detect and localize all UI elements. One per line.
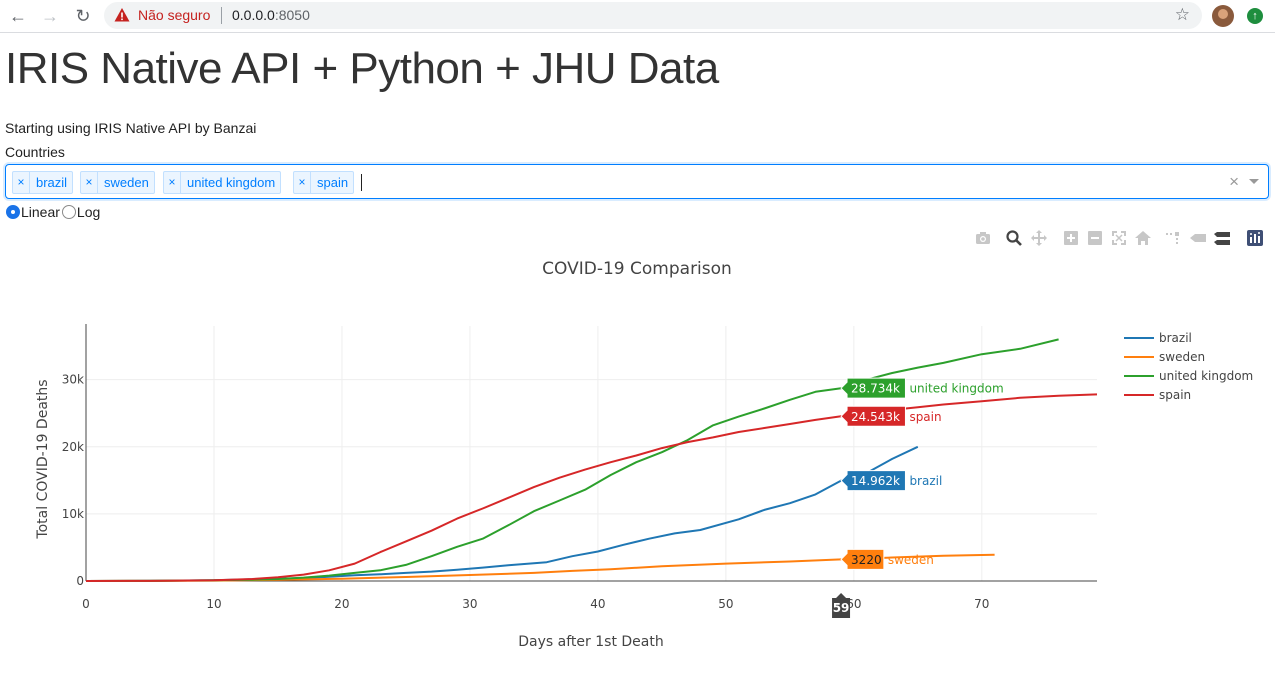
remove-chip-icon[interactable]: × — [294, 172, 311, 193]
series-line-united-kingdom[interactable] — [85, 338, 1059, 582]
hover-compare-icon[interactable] — [1213, 229, 1231, 247]
hover-x-label: 59 — [832, 593, 851, 618]
address-bar[interactable]: Não seguro 0.0.0.0:8050 ☆ — [104, 2, 1202, 29]
plotly-logo-icon[interactable] — [1246, 229, 1264, 247]
bookmark-star-icon[interactable]: ☆ — [1174, 5, 1190, 24]
hover-box — [840, 548, 885, 570]
radio-linear[interactable] — [6, 205, 20, 219]
autoscale-icon[interactable] — [1110, 229, 1128, 247]
zoom-out-icon[interactable] — [1086, 229, 1104, 247]
hover-labels: 14.962k brazil 3220 sweden 28.734k united kin… — [832, 377, 1004, 618]
spike-lines-icon[interactable] — [1164, 229, 1182, 247]
legend-label: sweden — [1159, 350, 1205, 364]
country-chip-sweden[interactable]: × sweden — [80, 171, 155, 194]
legend-item-sweden[interactable]: sweden — [1124, 350, 1205, 364]
page-title: IRIS Native API + Python + JHU Data — [5, 44, 719, 93]
chip-label: sweden — [104, 175, 149, 190]
hover-box — [840, 470, 906, 492]
radio-log-label[interactable]: Log — [76, 204, 101, 220]
hover-box — [840, 377, 906, 399]
series-lines[interactable] — [85, 338, 1098, 582]
y-tick-label: 20k — [62, 440, 84, 454]
url-host: 0.0.0.0 — [232, 7, 275, 23]
remove-chip-icon[interactable]: × — [13, 172, 30, 193]
pan-icon[interactable] — [1030, 229, 1048, 247]
country-chip-spain[interactable]: × spain — [293, 171, 355, 194]
radio-linear-label[interactable]: Linear — [21, 204, 60, 220]
x-tick-label: 0 — [82, 597, 90, 611]
legend-label: spain — [1159, 388, 1191, 402]
legend-item-united-kingdom[interactable]: united kingdom — [1124, 369, 1253, 383]
hover-series-name: spain — [909, 410, 941, 424]
hover-label-spain: 24.543k spain — [840, 405, 942, 427]
reload-icon[interactable]: ↻ — [75, 6, 91, 26]
browser-toolbar: ← → ↻ Não seguro 0.0.0.0:8050 ☆ ↑ — [0, 0, 1275, 33]
page-subtitle: Starting using IRIS Native API by Banzai — [5, 120, 257, 136]
zoom-in-icon[interactable] — [1062, 229, 1080, 247]
legend-label: brazil — [1159, 331, 1192, 345]
chart-grid — [86, 326, 1097, 581]
x-tick-label: 40 — [590, 597, 605, 611]
hover-value: 28.734k — [851, 382, 900, 396]
chip-label: brazil — [36, 175, 68, 190]
x-tick-label: 30 — [462, 597, 477, 611]
remove-chip-icon[interactable]: × — [164, 172, 181, 193]
chart-legend[interactable]: brazil sweden united kingdom spain — [1124, 331, 1253, 402]
camera-icon[interactable] — [974, 229, 992, 247]
security-status[interactable]: Não seguro — [138, 7, 211, 23]
chart-title: COVID-19 Comparison — [542, 259, 732, 279]
forward-arrow-icon[interactable]: → — [41, 6, 59, 26]
country-chip-brazil[interactable]: × brazil — [12, 171, 74, 194]
x-tick-label: 20 — [334, 597, 349, 611]
hover-value: 24.543k — [851, 410, 900, 424]
chip-label: spain — [317, 175, 349, 190]
countries-label: Countries — [5, 144, 65, 160]
text-cursor[interactable] — [361, 174, 362, 191]
reset-axes-icon[interactable] — [1134, 229, 1152, 247]
back-arrow-icon[interactable]: ← — [9, 6, 27, 26]
hover-x-box — [832, 593, 851, 618]
chevron-down-icon[interactable] — [1249, 179, 1259, 184]
hover-value: 3220 — [851, 553, 882, 567]
radio-log[interactable] — [61, 205, 76, 219]
y-tick-label: 10k — [62, 507, 84, 521]
chip-label: united kingdom — [187, 175, 276, 190]
url-port: :8050 — [274, 7, 310, 23]
hover-label-sweden: 3220 sweden — [840, 548, 934, 570]
hover-x-value: 59 — [833, 601, 850, 615]
x-tick-label: 10 — [206, 597, 221, 611]
warning-icon — [114, 8, 130, 22]
scale-radio-group: Linear Log — [6, 204, 102, 220]
hover-series-name: brazil — [909, 474, 942, 488]
hover-series-name: united kingdom — [909, 382, 1003, 396]
covid-comparison-chart[interactable]: COVID-19 Comparison 0 10 20 30 40 50 60 70 010k… — [0, 250, 1275, 680]
x-axis-ticks: 0 10 20 30 40 50 60 70 — [82, 597, 989, 611]
x-axis-title: Days after 1st Death — [518, 634, 663, 650]
hover-label-brazil: 14.962k brazil — [840, 470, 942, 492]
legend-item-brazil[interactable]: brazil — [1124, 331, 1192, 345]
x-tick-label: 70 — [974, 597, 989, 611]
hover-series-name: sweden — [888, 553, 934, 567]
legend-label: united kingdom — [1159, 369, 1253, 383]
remove-chip-icon[interactable]: × — [81, 172, 98, 193]
y-axis-title: Total COVID-19 Deaths — [35, 379, 51, 539]
hover-value: 14.962k — [851, 474, 900, 488]
profile-avatar[interactable] — [1212, 5, 1234, 27]
zoom-icon[interactable] — [1005, 229, 1023, 247]
y-tick-label: 0 — [76, 574, 84, 588]
y-axis-ticks: 0 10k 20k 30k — [62, 373, 84, 588]
hover-closest-icon[interactable] — [1189, 229, 1207, 247]
x-tick-label: 50 — [718, 597, 733, 611]
address-separator — [221, 7, 222, 24]
legend-item-spain[interactable]: spain — [1124, 388, 1191, 402]
country-chip-united-kingdom[interactable]: × united kingdom — [163, 171, 282, 194]
y-tick-label: 30k — [62, 373, 84, 387]
url-text[interactable]: 0.0.0.0:8050 — [232, 7, 310, 24]
hover-label-united-kingdom: 28.734k united kingdom — [840, 377, 1004, 399]
hover-box — [840, 405, 906, 427]
clear-all-icon[interactable]: × — [1229, 172, 1239, 191]
countries-multiselect[interactable]: × brazil × sweden × united kingdom × spa… — [5, 164, 1269, 199]
extension-update-icon[interactable]: ↑ — [1247, 8, 1263, 24]
